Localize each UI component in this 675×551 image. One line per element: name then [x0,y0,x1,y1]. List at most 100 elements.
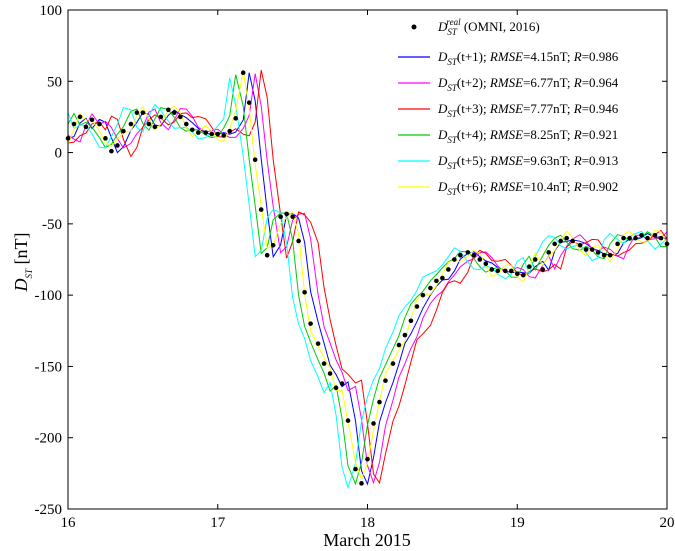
observed-point [140,110,146,115]
observed-point [189,127,195,133]
observed-point [333,385,339,391]
observed-point [532,257,538,262]
ticks-layer: 16 17 18 19 20 -250 -200 -150 -100 -50 0 50 100 [35,3,675,531]
legend-label: DST(t+4); RMSE=8.25nT; R=0.921 [437,127,618,145]
observed-point [89,117,95,123]
legend-marker-observed [411,24,417,30]
observed-point [121,128,126,134]
x-tick-label: 19 [510,515,525,531]
y-tick-label: -200 [35,431,63,447]
y-tick-label: -50 [42,217,62,233]
observed-point [420,292,426,298]
observed-point [315,341,321,346]
observed-point [284,211,289,217]
observed-point [258,207,264,212]
legend-label: DST(t+3); RMSE=7.77nT; R=0.946 [437,101,619,119]
observed-point [71,121,77,127]
legend-label: DST(t+6); RMSE=10.4nT; R=0.902 [437,179,618,197]
observed-point [390,361,396,366]
observed-point [240,70,246,76]
observed-point [184,121,189,127]
observed-point [434,278,439,284]
observed-point [540,267,546,272]
observed-point [109,148,114,154]
observed-point [589,247,595,252]
observed-point [570,238,575,244]
observed-point [552,241,557,247]
observed-point [639,232,644,238]
observed-point [633,235,638,241]
series-line-2 [67,73,668,485]
observed-point [152,124,158,130]
observed-point [583,247,589,252]
observed-point [345,418,351,423]
observed-point [77,114,83,120]
y-tick-label: 0 [55,146,63,162]
x-tick-label: 16 [61,515,77,531]
observed-point [452,257,457,262]
observed-point [264,252,270,258]
x-tick-label: 17 [210,515,226,531]
observed-point [477,257,483,262]
x-axis-title: March 2015 [323,530,410,550]
observed-point [402,332,408,338]
observed-point [514,271,520,277]
observed-point [195,130,201,135]
observed-point [383,378,388,383]
observed-point [246,100,252,105]
observed-point [278,214,283,220]
legend-label: DST(t+1); RMSE=4.15nT; R=0.986 [437,49,619,67]
observed-point [166,107,171,113]
legend-label: DSTreal (OMNI, 2016) [437,17,540,37]
observed-point [471,252,477,258]
observed-point [508,268,514,274]
x-tick-label: 20 [660,515,675,531]
observed-point [377,399,382,405]
observed-point [339,381,345,386]
observed-point [615,241,620,247]
observed-point [221,133,227,138]
y-tick-label: -250 [35,502,63,518]
observed-point [359,481,364,486]
legend-label: DST(t+5); RMSE=9.63nT; R=0.913 [437,153,618,171]
observed-point [645,235,650,241]
y-tick-label: -100 [35,288,63,304]
observed-point [270,242,276,248]
observed-point [172,110,177,115]
observed-point [252,157,258,162]
y-tick-label: 100 [40,3,63,19]
observed-point [321,361,327,366]
observed-point [446,267,451,272]
legend-label: DST(t+2); RMSE=6.77nT; R=0.964 [437,75,619,93]
observed-point [627,235,632,241]
observed-point [353,466,358,472]
observed-point [558,238,563,244]
observed-point [302,289,307,295]
observed-points-layer [65,70,670,486]
observed-point [115,143,120,148]
observed-point [489,267,495,272]
observed-point [495,268,501,274]
series-line-5 [67,77,668,490]
observed-point [483,261,489,267]
observed-point [595,250,601,255]
observed-point [564,235,569,241]
observed-point [203,130,209,135]
observed-point [440,275,445,281]
observed-point [128,121,134,127]
observed-point [296,238,301,244]
observed-point [621,235,626,241]
observed-point [520,272,526,278]
observed-point [371,421,376,426]
observed-point [607,252,613,258]
observed-point [414,304,420,309]
observed-point [365,456,370,462]
observed-point [601,252,607,258]
observed-point [546,250,551,255]
observed-point [209,131,215,137]
observed-point [408,318,414,324]
observed-point [465,250,471,255]
observed-point [290,214,295,220]
legend: DSTreal (OMNI, 2016) DST(t+1); RMSE=4.15n… [398,17,619,197]
y-axis-title: DST [nT] [11,233,34,293]
